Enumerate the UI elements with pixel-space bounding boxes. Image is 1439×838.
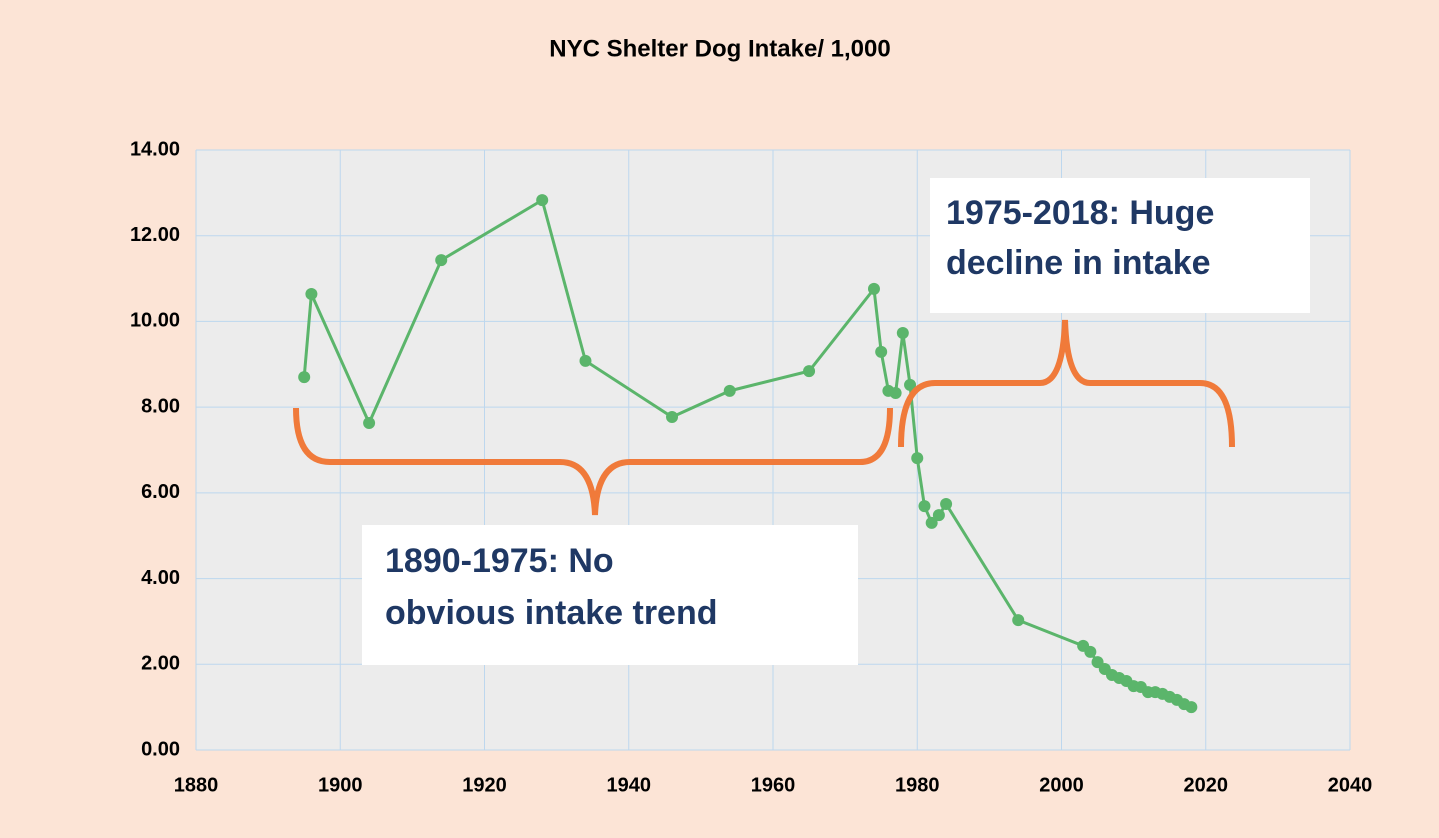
point xyxy=(1185,701,1198,714)
point xyxy=(803,365,816,378)
point xyxy=(579,354,592,367)
point xyxy=(723,384,736,397)
y-tick-label: 0.00 xyxy=(141,738,180,760)
y-tick-label: 6.00 xyxy=(141,481,180,503)
point xyxy=(925,516,938,529)
point xyxy=(298,371,311,384)
point xyxy=(911,452,924,465)
brace xyxy=(293,407,893,516)
y-tick-label: 4.00 xyxy=(141,567,180,589)
point xyxy=(875,345,888,358)
x-tick-label: 1960 xyxy=(751,774,796,796)
brace xyxy=(898,319,1235,448)
point xyxy=(1012,614,1025,627)
x-tick-label: 1980 xyxy=(895,774,940,796)
x-tick-label: 1900 xyxy=(318,774,363,796)
y-tick-label: 14.00 xyxy=(130,138,180,160)
annotation-box xyxy=(930,178,1310,313)
point xyxy=(435,254,448,267)
x-tick-label: 1880 xyxy=(174,774,219,796)
point xyxy=(536,194,549,207)
annotation: 1890-1975: No xyxy=(385,542,614,580)
point xyxy=(904,378,917,391)
point xyxy=(918,500,931,513)
chart-title: NYC Shelter Dog Intake/ 1,000 xyxy=(549,35,890,62)
point xyxy=(363,417,376,429)
annotation: decline in intake xyxy=(946,244,1211,282)
point xyxy=(305,288,318,300)
x-tick-label: 2040 xyxy=(1328,774,1373,796)
point xyxy=(889,387,902,399)
y-tick-label: 12.00 xyxy=(130,224,180,246)
x-tick-label: 1920 xyxy=(462,774,507,796)
annotation: obvious intake trend xyxy=(385,594,718,632)
y-tick-label: 2.00 xyxy=(141,653,180,675)
x-tick-label: 2020 xyxy=(1184,774,1229,796)
annotation-box xyxy=(362,525,858,665)
annotation: 1975-2018: Huge xyxy=(946,194,1214,232)
point xyxy=(940,498,953,510)
x-tick-label: 2000 xyxy=(1039,774,1084,796)
x-tick-label: 1940 xyxy=(607,774,652,796)
y-tick-label: 8.00 xyxy=(141,395,180,417)
y-tick-label: 10.00 xyxy=(130,310,180,332)
point xyxy=(1084,645,1097,658)
point xyxy=(867,282,880,295)
point xyxy=(666,411,679,423)
point xyxy=(896,327,909,339)
point xyxy=(932,509,945,522)
